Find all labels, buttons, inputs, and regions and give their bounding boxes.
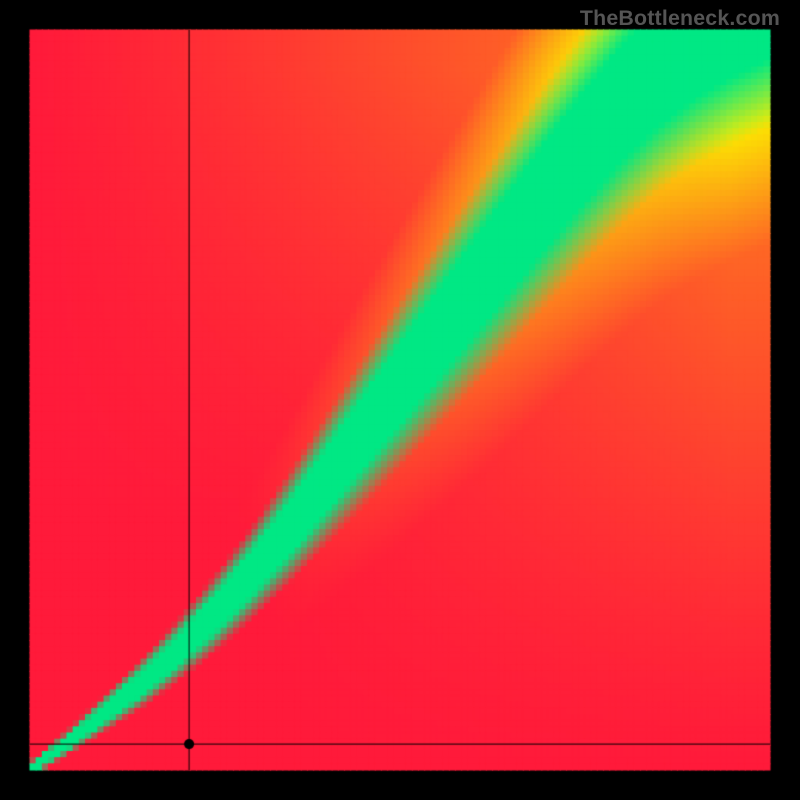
watermark-text: TheBottleneck.com xyxy=(580,6,780,31)
bottleneck-heatmap-canvas xyxy=(0,0,800,800)
chart-container: TheBottleneck.com xyxy=(0,0,800,800)
